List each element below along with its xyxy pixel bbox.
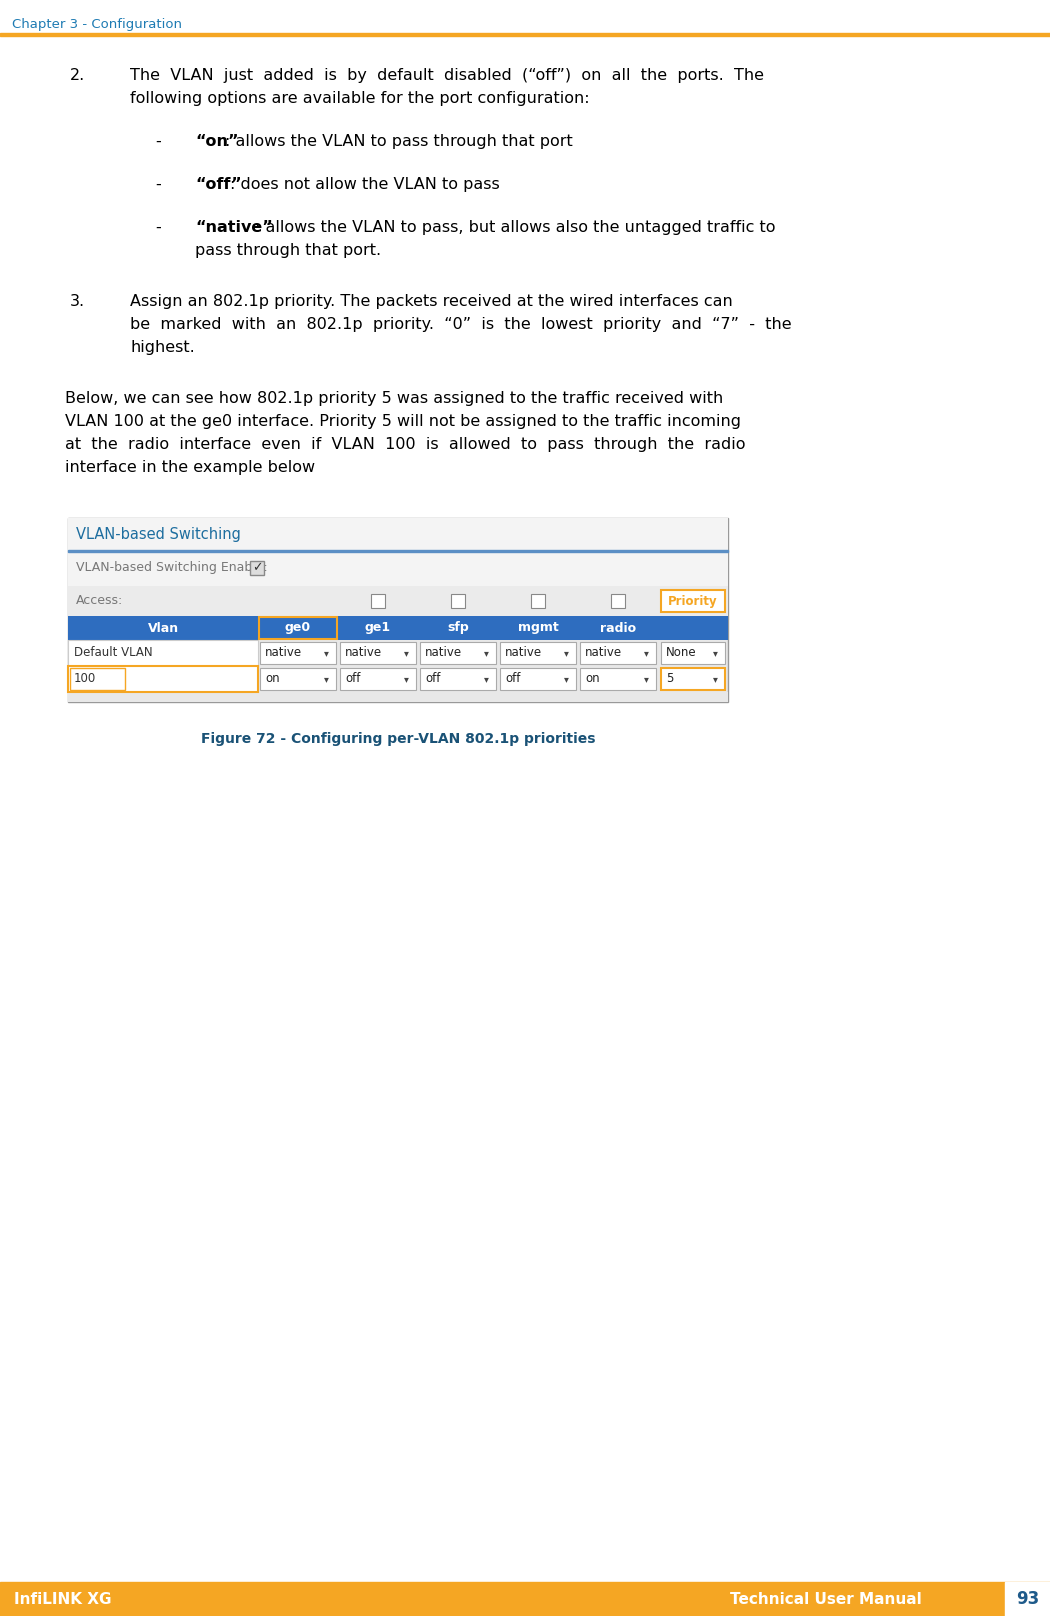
Bar <box>662 590 724 612</box>
Text: Assign an 802.1p priority. The packets received at the wired interfaces can: Assign an 802.1p priority. The packets r… <box>130 294 733 309</box>
Bar <box>611 595 625 608</box>
Text: ▾: ▾ <box>713 674 717 684</box>
Text: be  marked  with  an  802.1p  priority.  “0”  is  the  lowest  priority  and  “7: be marked with an 802.1p priority. “0” i… <box>130 317 792 331</box>
Bar <box>250 561 264 575</box>
Text: Access:: Access: <box>76 595 123 608</box>
Text: on: on <box>585 672 600 685</box>
Text: : does not allow the VLAN to pass: : does not allow the VLAN to pass <box>230 178 500 192</box>
Bar <box>260 642 336 664</box>
Text: Figure 72 - Configuring per-VLAN 802.1p priorities: Figure 72 - Configuring per-VLAN 802.1p … <box>201 732 595 747</box>
Text: InfiLINK XG: InfiLINK XG <box>14 1592 111 1606</box>
Bar <box>662 642 724 664</box>
Text: pass through that port.: pass through that port. <box>195 242 381 259</box>
Bar <box>531 595 545 608</box>
Bar <box>420 642 496 664</box>
Text: VLAN-based Switching Enable:: VLAN-based Switching Enable: <box>76 561 268 575</box>
Text: mgmt: mgmt <box>518 622 559 635</box>
Text: Technical User Manual: Technical User Manual <box>730 1592 922 1606</box>
Text: VLAN-based Switching: VLAN-based Switching <box>76 527 240 541</box>
Text: sfp: sfp <box>447 622 469 635</box>
Bar <box>259 617 337 638</box>
Bar <box>500 667 576 690</box>
Bar <box>68 616 728 640</box>
Text: native: native <box>505 646 542 659</box>
Text: native: native <box>585 646 622 659</box>
Bar <box>68 549 728 553</box>
Text: ge1: ge1 <box>365 622 391 635</box>
Bar <box>68 519 728 701</box>
Text: ▾: ▾ <box>323 648 329 658</box>
Bar <box>420 667 496 690</box>
Bar <box>371 595 385 608</box>
Text: “off”: “off” <box>195 178 242 192</box>
Bar <box>260 667 336 690</box>
Text: radio: radio <box>600 622 636 635</box>
Text: ▾: ▾ <box>713 648 717 658</box>
Text: ge0: ge0 <box>285 622 311 635</box>
Text: 100: 100 <box>74 672 97 685</box>
Text: 93: 93 <box>1016 1590 1040 1608</box>
Bar <box>0 32 1050 36</box>
Text: native: native <box>345 646 382 659</box>
Bar <box>70 667 125 690</box>
Bar <box>340 642 416 664</box>
Text: ▾: ▾ <box>403 648 408 658</box>
Text: “on”: “on” <box>195 134 238 149</box>
Bar <box>662 667 724 690</box>
Text: native: native <box>425 646 462 659</box>
Text: VLAN 100 at the ge0 interface. Priority 5 will not be assigned to the traffic in: VLAN 100 at the ge0 interface. Priority … <box>65 414 741 428</box>
Bar <box>500 642 576 664</box>
Text: ▾: ▾ <box>644 674 649 684</box>
Bar <box>1005 1582 1007 1616</box>
Bar <box>580 642 656 664</box>
Text: Chapter 3 - Configuration: Chapter 3 - Configuration <box>12 18 182 31</box>
Text: ▾: ▾ <box>564 674 568 684</box>
Text: following options are available for the port configuration:: following options are available for the … <box>130 90 590 107</box>
Text: ▾: ▾ <box>644 648 649 658</box>
Text: -: - <box>155 220 161 234</box>
Text: Priority: Priority <box>668 595 718 608</box>
Text: : allows the VLAN to pass through that port: : allows the VLAN to pass through that p… <box>225 134 572 149</box>
Text: Vlan: Vlan <box>147 622 178 635</box>
Bar <box>452 595 465 608</box>
Text: None: None <box>666 646 696 659</box>
Text: Below, we can see how 802.1p priority 5 was assigned to the traffic received wit: Below, we can see how 802.1p priority 5 … <box>65 391 723 406</box>
Text: 5: 5 <box>666 672 673 685</box>
Bar <box>1007 1582 1050 1616</box>
Text: ▾: ▾ <box>484 648 488 658</box>
Bar <box>68 587 728 616</box>
Text: -: - <box>155 134 161 149</box>
Text: ▾: ▾ <box>564 648 568 658</box>
Bar <box>340 667 416 690</box>
Bar <box>68 549 728 587</box>
Text: Default VLAN: Default VLAN <box>74 646 152 659</box>
Text: “native”: “native” <box>195 220 273 234</box>
Text: The  VLAN  just  added  is  by  default  disabled  (“off”)  on  all  the  ports.: The VLAN just added is by default disabl… <box>130 68 764 82</box>
Text: at  the  radio  interface  even  if  VLAN  100  is  allowed  to  pass  through  : at the radio interface even if VLAN 100 … <box>65 436 745 452</box>
Text: highest.: highest. <box>130 339 194 356</box>
Text: off: off <box>345 672 360 685</box>
Bar <box>68 640 258 666</box>
Text: 2.: 2. <box>70 68 85 82</box>
Text: off: off <box>505 672 521 685</box>
Bar <box>0 1582 1050 1616</box>
Text: ▾: ▾ <box>403 674 408 684</box>
Bar <box>68 519 728 549</box>
Text: ✓: ✓ <box>252 561 262 575</box>
Text: : allows the VLAN to pass, but allows also the untagged traffic to: : allows the VLAN to pass, but allows al… <box>255 220 776 234</box>
Text: interface in the example below: interface in the example below <box>65 461 315 475</box>
Text: ▾: ▾ <box>484 674 488 684</box>
Text: ▾: ▾ <box>323 674 329 684</box>
Text: on: on <box>265 672 279 685</box>
Text: -: - <box>155 178 161 192</box>
Bar <box>68 666 258 692</box>
Text: native: native <box>265 646 302 659</box>
Bar <box>580 667 656 690</box>
Text: off: off <box>425 672 440 685</box>
Bar <box>68 692 728 701</box>
Text: 3.: 3. <box>70 294 85 309</box>
